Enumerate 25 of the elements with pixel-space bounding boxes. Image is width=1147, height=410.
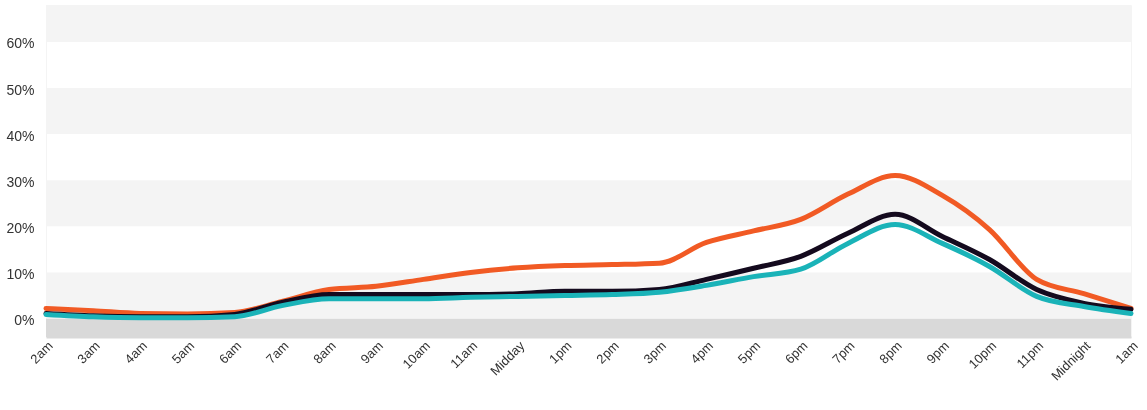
y-tick-label: 40% [6, 127, 35, 144]
x-tick-label: 1am [1112, 338, 1141, 367]
y-tick-label: 50% [6, 81, 35, 98]
x-tick-label: 6am [215, 338, 245, 367]
x-tick-label: 2am [27, 338, 56, 367]
x-tick-label: 3pm [640, 338, 669, 367]
y-tick-label: 0% [14, 312, 35, 329]
x-tick-label: 4pm [687, 338, 717, 367]
x-tick-label: 5am [168, 338, 198, 367]
x-tick-label: 4am [121, 338, 151, 367]
x-tick-label: 8am [310, 338, 339, 367]
x-tick-label: 9pm [923, 338, 952, 367]
x-tick-label: 8pm [876, 338, 905, 367]
y-tick-label: 30% [6, 173, 35, 190]
x-tick-label: 7pm [829, 338, 858, 367]
y-tick-label: 60% [6, 35, 35, 52]
y-tick-label: 20% [6, 219, 35, 236]
x-tick-label: 7am [263, 338, 292, 367]
x-tick-label: 2pm [593, 338, 622, 367]
x-tick-label: 1pm [546, 338, 575, 367]
x-tick-label: 5pm [734, 338, 764, 367]
y-tick-label: 10% [6, 265, 35, 282]
x-tick-label: 6pm [781, 338, 811, 367]
x-tick-label: 9am [357, 338, 386, 367]
x-tick-label: 3am [74, 338, 103, 367]
